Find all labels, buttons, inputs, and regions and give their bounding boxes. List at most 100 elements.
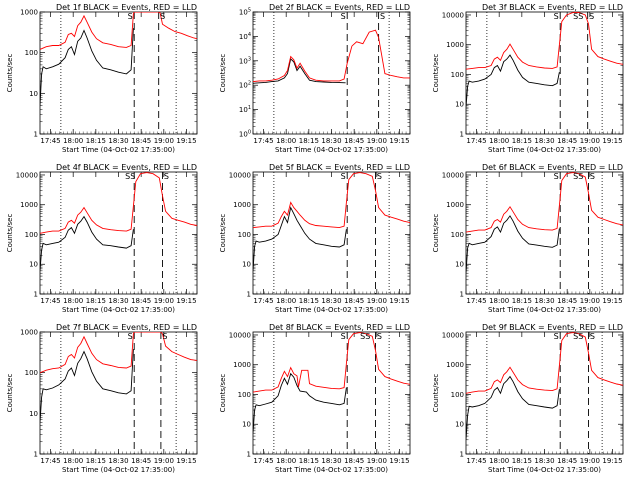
x-tick-label: 17:45 [253,137,273,145]
x-tick-label: 19:15 [602,137,622,145]
events-series-line [253,372,347,434]
x-tick-label: 18:30 [108,137,128,145]
x-axis-label: Start Time (04-Oct-02 17:35:00) [488,306,601,314]
x-tick-label: 18:45 [344,297,364,305]
lld-series-line [253,29,410,83]
x-tick-label: 18:30 [534,457,554,465]
plot-frame [39,171,198,295]
x-tick-label: 18:15 [512,137,532,145]
annotation-label: SS [573,12,583,21]
x-tick-label: 18:00 [276,137,296,145]
detector-panel: Det 4f BLACK = Events, RED = LLD 1 10 100 10… [6,163,198,314]
annotation-label: S [377,172,382,181]
x-tick-label: 19:00 [367,457,387,465]
x-tick-label: 18:30 [321,297,341,305]
x-axis-label: Start Time (04-Oct-02 17:35:00) [62,146,175,154]
x-tick-label: 18:30 [534,137,554,145]
events-series-line [466,215,560,274]
y-tick-label: 10 [455,421,464,429]
y-tick-label: 1000 [446,201,464,209]
x-tick-label: 17:45 [40,137,60,145]
y-tick-label: 1 [460,291,464,299]
x-tick-label: 18:15 [86,297,106,305]
y-axis-label: Counts/sec [6,214,14,253]
y-tick-label: 100 [25,49,38,57]
x-tick-label: 18:30 [534,297,554,305]
lld-series-line [466,332,623,394]
x-tick-label: 19:15 [176,137,196,145]
y-tick-label: 10 [242,261,251,269]
x-tick-label: 18:15 [512,457,532,465]
x-tick-label: 18:00 [63,137,83,145]
x-tick-label: 18:15 [86,457,106,465]
y-tick-label: 10000 [442,11,464,19]
x-tick-label: 18:00 [63,297,83,305]
x-tick-label: 18:45 [131,457,151,465]
y-tick-label: 1000 [20,9,38,17]
y-axis-label: Counts/sec [219,374,227,413]
y-tick-label: 10 [242,421,251,429]
y-tick-label: 103 [239,56,251,65]
plot-frame [465,171,624,295]
lld-series-line [466,12,623,70]
x-tick-label: 17:45 [466,297,486,305]
x-tick-label: 18:30 [321,457,341,465]
y-tick-label: 1000 [20,201,38,209]
y-tick-label: 100 [238,231,251,239]
x-tick-label: 18:00 [276,297,296,305]
x-tick-label: 18:00 [489,137,509,145]
lld-series-line [253,172,410,229]
y-tick-label: 10000 [442,171,464,179]
detector-panel: Det 6f BLACK = Events, RED = LLD 1 10 100 10… [432,163,624,314]
plot-frame [465,11,624,135]
annotation-label: S [380,12,385,21]
panel-title: Det 3f BLACK = Events, RED = LLD [482,3,623,12]
x-tick-label: 18:15 [299,297,319,305]
x-tick-label: 19:00 [154,137,174,145]
x-tick-label: 17:45 [40,297,60,305]
y-tick-label: 100 [451,231,464,239]
x-tick-label: 19:15 [389,297,409,305]
panel-title: Det 6f BLACK = Events, RED = LLD [482,163,623,172]
detector-panel: Det 7f BLACK = Events, RED = LLD 1 10 100 10… [6,323,198,474]
y-tick-label: 10 [29,90,38,98]
x-tick-label: 18:45 [557,297,577,305]
y-tick-label: 105 [239,8,251,17]
y-tick-label: 1 [460,451,464,459]
y-tick-label: 100 [25,369,38,377]
detector-panel: Det 5f BLACK = Events, RED = LLD 1 10 100 10… [219,163,411,314]
y-axis-label: Counts/sec [6,54,14,93]
x-tick-label: 19:15 [176,457,196,465]
x-tick-label: 18:00 [489,297,509,305]
annotation-label: S [377,332,382,341]
plot-frame [252,11,411,135]
y-tick-label: 10 [29,261,38,269]
x-tick-label: 18:45 [557,137,577,145]
y-tick-label: 100 [238,391,251,399]
annotation-label: S [128,12,133,21]
annotation-label: S [590,332,595,341]
y-tick-label: 1000 [446,361,464,369]
x-tick-label: 17:45 [466,457,486,465]
x-tick-label: 18:15 [299,457,319,465]
annotation-label: S [128,332,133,341]
detector-panel: Det 2f BLACK = Events, RED = LLD 100 101 10… [219,3,411,154]
y-tick-label: 1000 [20,329,38,337]
panel-title: Det 9f BLACK = Events, RED = LLD [482,323,623,332]
x-axis-label: Start Time (04-Oct-02 17:35:00) [62,306,175,314]
events-series-line [466,54,560,108]
detector-panel: Det 1f BLACK = Events, RED = LLD 1 10 100 10… [6,3,198,154]
x-tick-label: 18:00 [489,457,509,465]
y-tick-label: 1 [34,291,38,299]
y-axis-label: Counts/sec [432,54,440,93]
y-tick-label: 1000 [233,201,251,209]
detector-panel: Det 3f BLACK = Events, RED = LLD 1 10 100 10… [432,3,624,154]
annotation-label: SS [573,332,583,341]
y-tick-label: 1 [247,451,251,459]
x-axis-label: Start Time (04-Oct-02 17:35:00) [275,466,388,474]
y-tick-label: 10 [455,101,464,109]
x-tick-label: 19:00 [580,137,600,145]
events-series-line [40,349,134,423]
annotation-label: S [341,12,346,21]
